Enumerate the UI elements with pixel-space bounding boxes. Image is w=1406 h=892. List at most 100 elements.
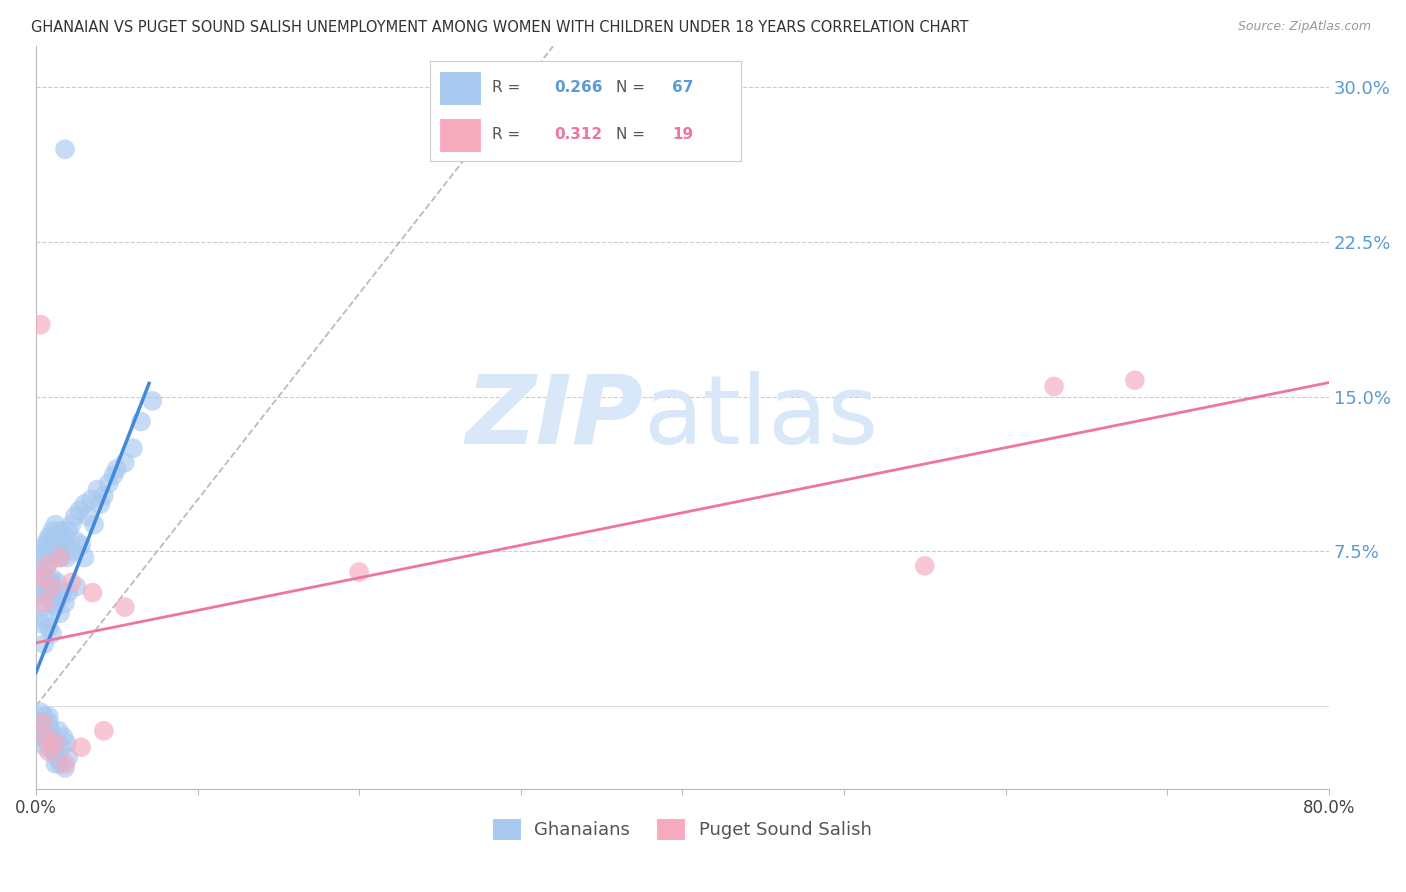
Point (76, 509, 98, 524)
Point (37, 585, 59, 599)
Point (62, 544, 84, 558)
Point (42, 744, 65, 758)
Point (48, 723, 70, 738)
Point (52, 544, 75, 558)
Point (38, 715, 60, 730)
Point (31, 730, 53, 744)
Point (86, 483, 108, 497)
Point (53, 756, 76, 771)
Point (42, 585, 65, 599)
Point (30, 558, 52, 573)
Point (49, 550, 72, 565)
Point (34, 723, 56, 738)
Point (129, 415, 152, 429)
Point (37, 736, 59, 750)
Point (73, 550, 96, 565)
Legend: Ghanaians, Puget Sound Salish: Ghanaians, Puget Sound Salish (485, 812, 879, 847)
Point (32, 544, 55, 558)
Point (37, 558, 59, 573)
Point (90, 497, 112, 511)
Point (41, 730, 63, 744)
Point (73, 497, 96, 511)
Point (38, 744, 60, 758)
Point (58, 750, 80, 764)
Point (65, 534, 87, 549)
Point (44, 756, 66, 771)
Point (53, 596, 76, 610)
Point (39, 544, 62, 558)
Point (49, 607, 72, 621)
Point (48, 591, 70, 606)
Point (41, 550, 63, 565)
Point (49, 524, 72, 538)
Point (39, 740, 62, 755)
Point (46, 750, 69, 764)
Point (44, 736, 66, 750)
Point (63, 509, 86, 524)
Point (41, 736, 63, 750)
Point (31, 600, 53, 615)
Point (52, 730, 75, 744)
Point (60, 575, 83, 590)
Point (38, 530, 60, 544)
Point (114, 600, 136, 615)
Point (38, 579, 60, 593)
Point (1043, 379, 1066, 393)
Point (32, 709, 55, 723)
Point (70, 538, 93, 552)
Point (32, 612, 55, 626)
Point (30, 318, 52, 332)
Point (60, 517, 83, 532)
Point (37, 730, 59, 744)
Point (69, 503, 91, 517)
Text: Source: ZipAtlas.com: Source: ZipAtlas.com (1237, 20, 1371, 33)
Point (34, 571, 56, 585)
Point (48, 538, 70, 552)
Point (53, 530, 76, 544)
Point (44, 736, 66, 750)
Point (51, 740, 73, 755)
Point (141, 393, 163, 408)
Point (44, 544, 66, 558)
Point (32, 730, 55, 744)
Point (38, 709, 60, 723)
Point (122, 442, 145, 456)
Point (38, 555, 60, 569)
Text: ZIP: ZIP (465, 371, 644, 464)
Point (65, 579, 87, 593)
Point (41, 571, 63, 585)
Point (70, 740, 93, 755)
Point (30, 571, 52, 585)
Point (46, 530, 69, 544)
Point (34, 730, 56, 744)
Point (30, 585, 52, 599)
Point (103, 468, 125, 483)
Point (31, 715, 53, 730)
Point (30, 616, 52, 631)
Point (41, 627, 63, 641)
Text: GHANAIAN VS PUGET SOUND SALISH UNEMPLOYMENT AMONG WOMEN WITH CHILDREN UNDER 18 Y: GHANAIAN VS PUGET SOUND SALISH UNEMPLOYM… (31, 20, 969, 35)
Point (93, 489, 115, 503)
Point (53, 761, 76, 775)
Point (31, 715, 53, 730)
Point (49, 550, 72, 565)
Point (46, 575, 69, 590)
Point (83, 517, 105, 532)
Point (347, 565, 370, 579)
Point (32, 596, 55, 610)
Point (114, 456, 136, 470)
Point (32, 565, 55, 579)
Point (42, 744, 65, 758)
Point (49, 756, 72, 771)
Point (44, 600, 66, 615)
Point (34, 538, 56, 552)
Point (42, 538, 65, 552)
Point (105, 462, 128, 476)
Point (41, 524, 63, 538)
Point (41, 596, 63, 610)
Point (30, 705, 52, 719)
Point (39, 575, 62, 590)
Point (39, 723, 62, 738)
Point (31, 550, 53, 565)
Point (51, 585, 73, 599)
